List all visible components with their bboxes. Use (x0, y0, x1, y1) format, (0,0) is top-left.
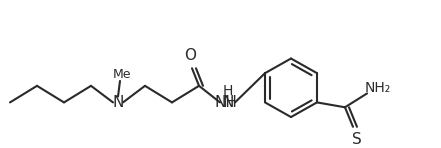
Text: N: N (112, 95, 123, 110)
Text: NH₂: NH₂ (365, 81, 391, 95)
Text: H: H (223, 84, 233, 98)
Text: S: S (352, 132, 362, 147)
Text: N: N (222, 95, 234, 110)
Text: Me: Me (113, 68, 131, 81)
Text: O: O (184, 48, 196, 63)
Text: NH: NH (215, 95, 237, 110)
